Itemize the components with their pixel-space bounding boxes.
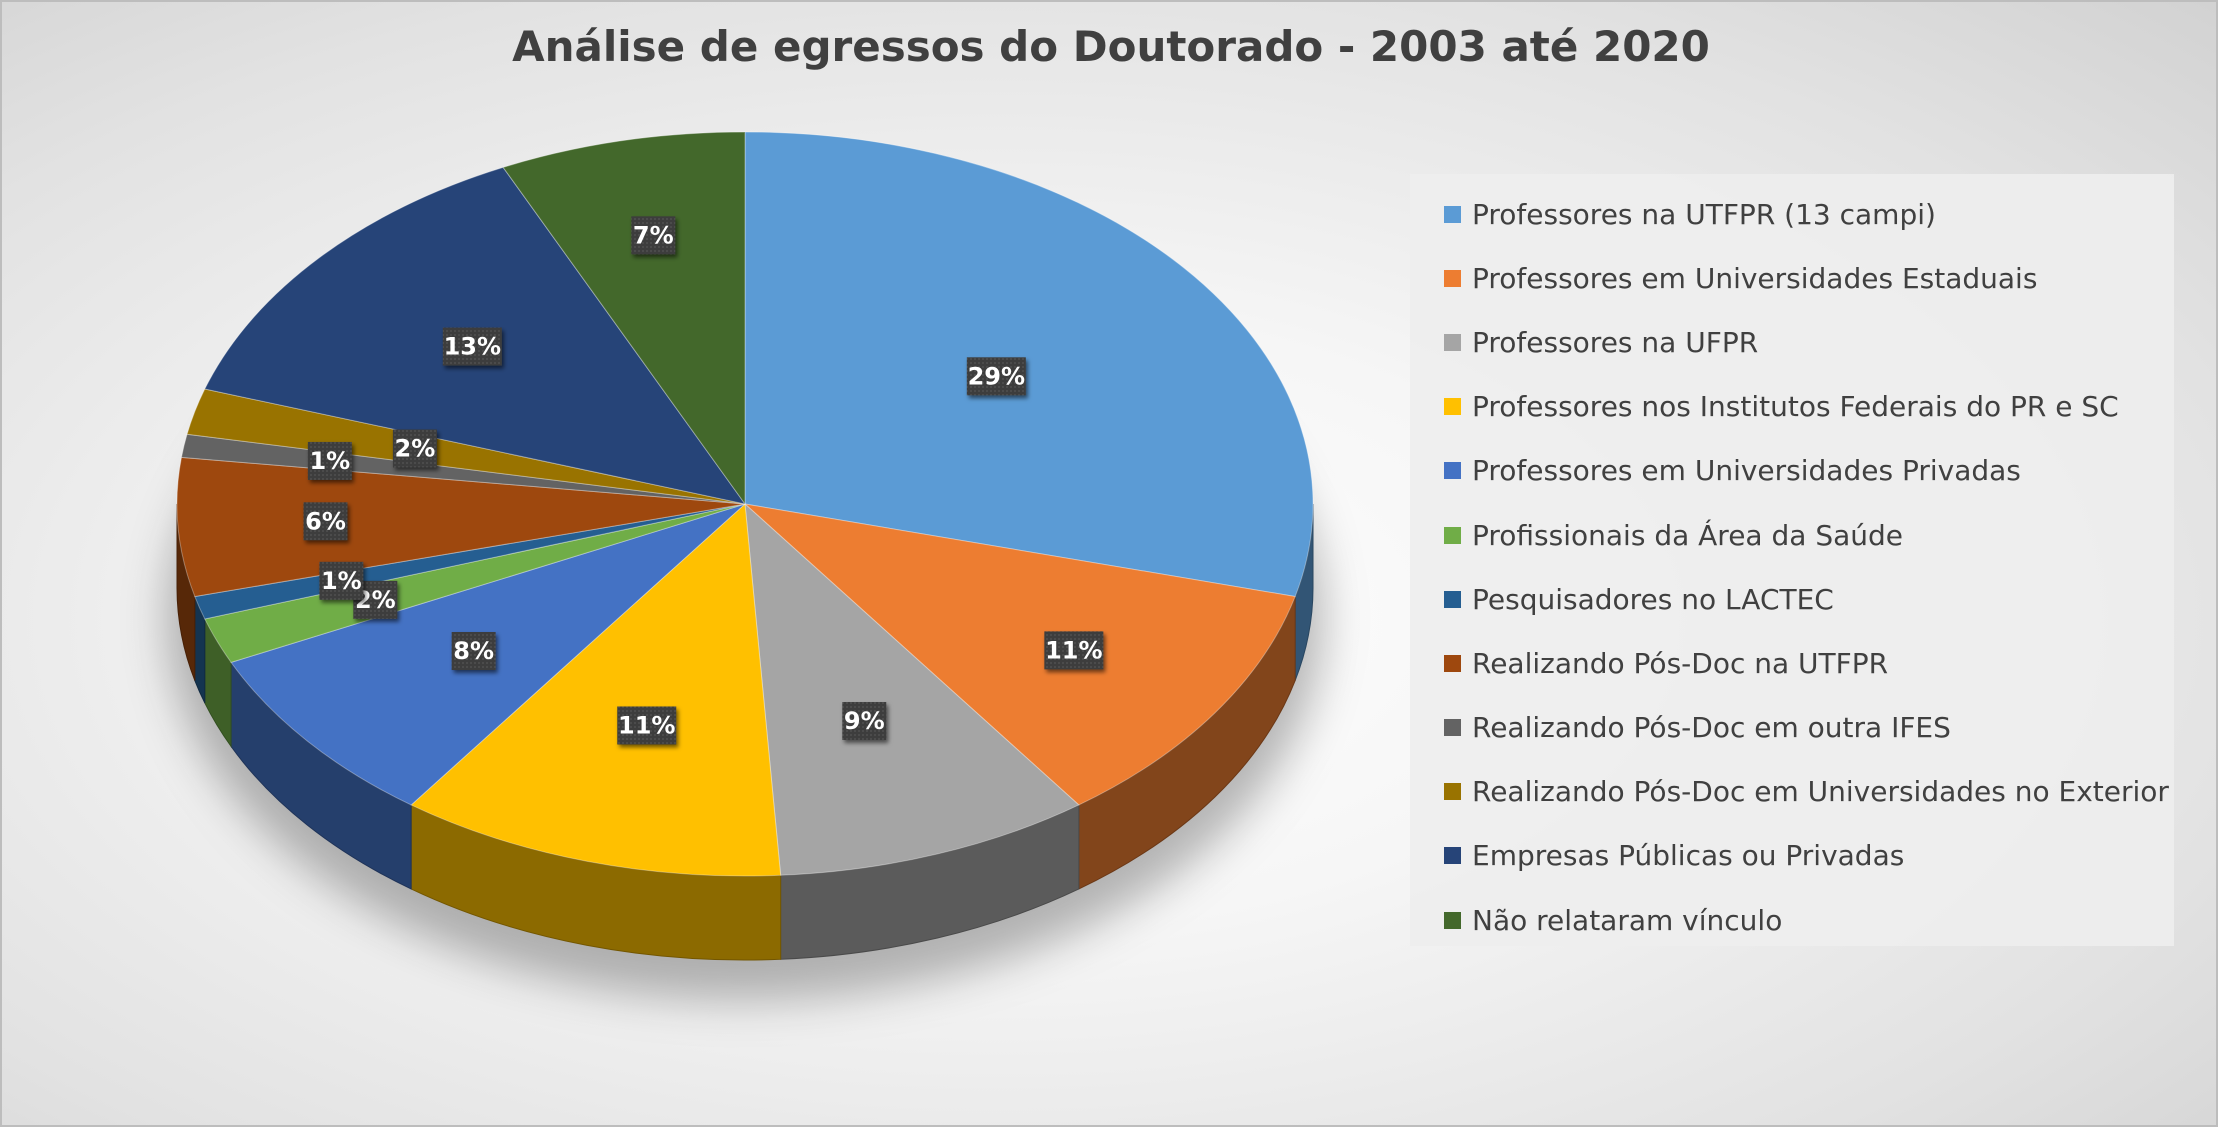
data-label-box xyxy=(966,357,1026,396)
legend-swatch xyxy=(1444,526,1461,544)
data-label-box xyxy=(451,632,496,671)
legend-item: Empresas Públicas ou Privadas xyxy=(1410,824,2174,888)
legend-label: Professores na UTFPR (13 campi) xyxy=(1472,197,1936,231)
data-label-text: 11% xyxy=(1045,636,1102,664)
legend-label: Empresas Públicas ou Privadas xyxy=(1472,839,1905,873)
legend-item: Professores em Universidades Privadas xyxy=(1410,439,2174,503)
legend-label: Profissionais da Área da Saúde xyxy=(1472,518,1903,552)
data-label-box xyxy=(842,702,887,741)
data-label-text: 1% xyxy=(309,447,350,475)
legend-swatch xyxy=(1444,719,1461,737)
data-label-text: 9% xyxy=(844,707,885,735)
data-label-2: 11% xyxy=(1044,631,1104,670)
legend-item: Professores na UTFPR (13 campi) xyxy=(1410,182,2174,246)
data-label-7: 1% xyxy=(319,561,364,600)
legend-swatch xyxy=(1444,590,1461,608)
legend: Professores na UTFPR (13 campi) Professor… xyxy=(1410,174,2174,946)
data-label-8: 6% xyxy=(303,502,348,541)
pie-slice-8 xyxy=(176,456,746,598)
legend-swatch xyxy=(1444,911,1461,929)
legend-item: Não relataram vínculo xyxy=(1410,888,2174,952)
data-label-text: 8% xyxy=(453,637,494,665)
legend-item: Realizando Pós-Doc na UTFPR xyxy=(1410,631,2174,695)
data-label-box xyxy=(307,441,352,480)
data-label-9: 1% xyxy=(307,441,352,480)
pie-slice-12 xyxy=(502,131,746,506)
legend-label: Pesquisadores no LACTEC xyxy=(1472,582,1834,616)
data-label-text: 6% xyxy=(305,507,346,535)
legend-swatch xyxy=(1444,462,1461,480)
data-label-box xyxy=(442,327,502,366)
legend-swatch xyxy=(1444,654,1461,672)
pie-slice-10 xyxy=(186,388,746,505)
legend-item: Profissionais da Área da Saúde xyxy=(1410,503,2174,567)
data-label-box xyxy=(319,561,364,600)
data-label-12: 7% xyxy=(631,216,676,255)
data-label-box xyxy=(1044,631,1104,670)
legend-item: Professores na UFPR xyxy=(1410,310,2174,374)
data-label-text: 11% xyxy=(618,711,675,739)
data-label-4: 11% xyxy=(617,706,677,745)
pie-slice-3 xyxy=(744,502,1080,876)
legend-swatch xyxy=(1444,333,1461,351)
legend-swatch xyxy=(1444,398,1461,416)
legend-label: Professores em Universidades Privadas xyxy=(1472,454,2021,488)
data-label-box xyxy=(617,706,677,745)
legend-label: Professores na UFPR xyxy=(1472,325,1759,359)
chart-title: Análise de egressos do Doutorado - 2003 … xyxy=(512,22,1710,71)
data-label-box xyxy=(631,216,676,255)
data-label-1: 29% xyxy=(966,357,1026,396)
legend-swatch xyxy=(1444,205,1461,223)
pie-slice-2 xyxy=(743,503,1296,806)
legend-item: Pesquisadores no LACTEC xyxy=(1410,567,2174,631)
data-label-10: 2% xyxy=(392,429,437,468)
data-label-3: 9% xyxy=(842,702,887,741)
legend-swatch xyxy=(1444,269,1461,287)
data-label-text: 1% xyxy=(321,567,362,595)
pie-slice-6 xyxy=(204,503,746,663)
data-label-11: 13% xyxy=(442,327,502,366)
legend-swatch xyxy=(1444,783,1461,801)
data-label-text: 13% xyxy=(444,333,501,361)
legend-label: Professores em Universidades Estaduais xyxy=(1472,261,2038,295)
data-label-box xyxy=(303,502,348,541)
data-label-text: 7% xyxy=(633,221,674,249)
data-label-text: 2% xyxy=(395,434,436,462)
legend-label: Realizando Pós-Doc em Universidades no E… xyxy=(1472,775,2169,809)
pie-slice-4 xyxy=(410,502,782,877)
legend-swatch xyxy=(1444,847,1461,865)
legend-item: Professores nos Institutos Federais do P… xyxy=(1410,375,2174,439)
legend-label: Realizando Pós-Doc na UTFPR xyxy=(1472,646,1889,680)
legend-item: Realizando Pós-Doc em outra IFES xyxy=(1410,696,2174,760)
legend-item: Realizando Pós-Doc em Universidades no E… xyxy=(1410,760,2174,824)
pie-slice-1 xyxy=(744,131,1314,598)
data-label-box xyxy=(392,429,437,468)
data-label-5: 8% xyxy=(451,632,496,671)
legend-label: Realizando Pós-Doc em outra IFES xyxy=(1472,711,1951,745)
data-label-text: 29% xyxy=(968,362,1025,390)
legend-label: Não relataram vínculo xyxy=(1472,903,1783,937)
legend-item: Professores em Universidades Estaduais xyxy=(1410,246,2174,310)
legend-label: Professores nos Institutos Federais do P… xyxy=(1472,390,2119,424)
